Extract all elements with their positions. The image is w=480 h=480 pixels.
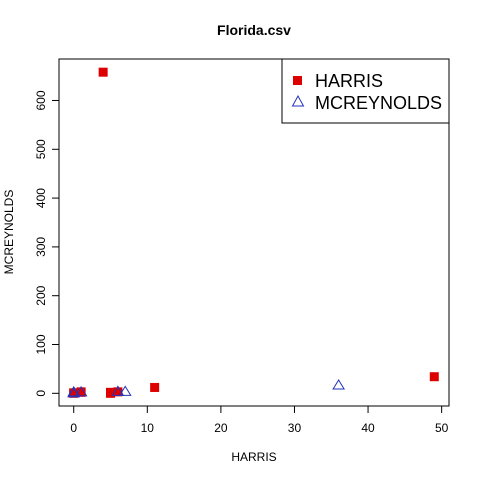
mcreynolds-point xyxy=(332,379,346,390)
mcreynolds-point xyxy=(67,385,81,397)
x-axis: 0 10 20 30 40 50 xyxy=(70,405,449,435)
y-tick-label: 500 xyxy=(34,139,48,159)
x-tick-label: 10 xyxy=(141,421,155,435)
x-tick-label: 30 xyxy=(288,421,302,435)
y-tick-label: 200 xyxy=(34,285,48,305)
y-axis: 0 100 200 300 400 500 600 xyxy=(34,90,60,397)
mcreynolds-point xyxy=(74,385,88,397)
y-tick-label: 0 xyxy=(34,390,48,397)
mcreynolds-point xyxy=(118,385,132,396)
harris-point xyxy=(98,67,108,77)
x-tick-label: 50 xyxy=(435,421,449,435)
mcreynolds-point xyxy=(67,386,81,398)
points-layer xyxy=(67,67,439,398)
harris-point xyxy=(113,387,123,397)
chart-title: Florida.csv xyxy=(217,22,291,38)
y-tick-label: 400 xyxy=(34,188,48,208)
harris-point xyxy=(150,382,160,392)
y-tick-label: 300 xyxy=(34,237,48,257)
legend-mcreynolds-label: MCREYNOLDS xyxy=(315,93,442,113)
x-axis-label: HARRIS xyxy=(231,450,276,464)
harris-point xyxy=(429,372,439,382)
x-tick-label: 20 xyxy=(214,421,228,435)
legend-harris-marker xyxy=(293,76,302,85)
x-tick-label: 0 xyxy=(70,421,77,435)
harris-point xyxy=(69,388,79,398)
legend-box xyxy=(281,58,450,124)
legend-harris-label: HARRIS xyxy=(315,71,383,91)
mcreynolds-point xyxy=(111,385,125,396)
legend-mcreynolds-marker xyxy=(291,94,305,107)
legend: HARRIS MCREYNOLDS xyxy=(281,58,450,124)
harris-point xyxy=(76,387,86,397)
y-axis-label: MCREYNOLDS xyxy=(2,190,16,275)
harris-point xyxy=(106,387,116,397)
y-tick-label: 100 xyxy=(34,334,48,354)
x-tick-label: 40 xyxy=(361,421,375,435)
y-tick-label: 600 xyxy=(34,90,48,110)
